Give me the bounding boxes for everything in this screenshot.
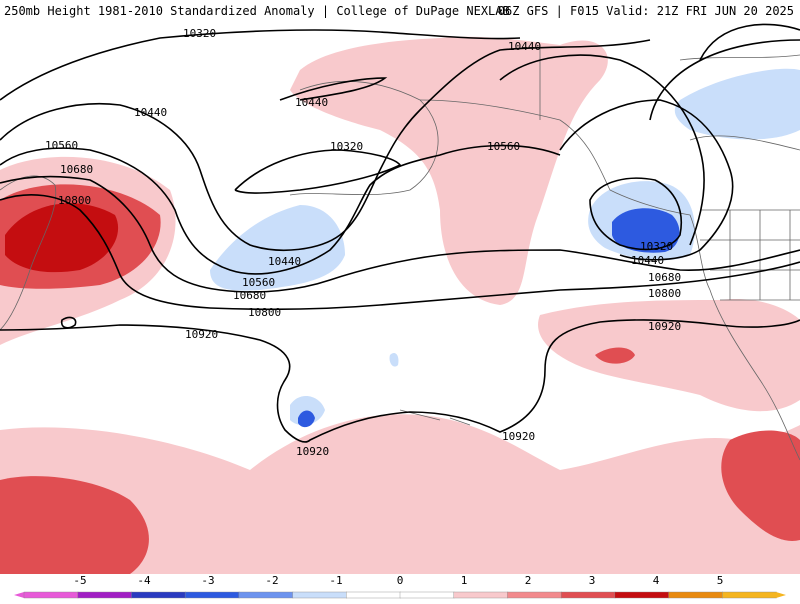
colorbar-arrow-left bbox=[14, 592, 24, 598]
colorbar-segment bbox=[453, 591, 509, 599]
contour-label: 10920 bbox=[648, 320, 681, 333]
map-header: 250mb Height 1981-2010 Standardized Anom… bbox=[0, 0, 800, 22]
colorbar-segment bbox=[346, 591, 401, 599]
contour-label: 10920 bbox=[296, 445, 329, 458]
colorbar-tick-label: 4 bbox=[652, 574, 660, 587]
run-info: 06Z GFS | F015 Valid: 21Z FRI JUN 20 202… bbox=[497, 4, 794, 18]
contour-label: 10680 bbox=[648, 271, 681, 284]
contour-label: 10560 bbox=[242, 276, 275, 289]
colorbar-segment bbox=[399, 591, 455, 599]
colorbar-segment bbox=[184, 591, 240, 599]
colorbar-tick-label: 2 bbox=[524, 574, 532, 587]
colorbar-tick-label: 5 bbox=[716, 574, 724, 587]
colorbar-segments bbox=[14, 591, 786, 599]
colorbar-segment bbox=[722, 591, 777, 599]
contour-label: 10320 bbox=[640, 240, 673, 253]
map-title: 250mb Height 1981-2010 Standardized Anom… bbox=[4, 4, 510, 18]
colorbar-graphic bbox=[14, 591, 786, 599]
contour-label: 10320 bbox=[330, 140, 363, 153]
colorbar-tick-label: -2 bbox=[265, 574, 279, 587]
contour-label: 10560 bbox=[45, 139, 78, 152]
negative-anomaly-shading bbox=[210, 68, 800, 428]
colorbar-tick-label: -4 bbox=[137, 574, 151, 587]
colorbar-tick-label: 3 bbox=[588, 574, 596, 587]
contour-label: 10680 bbox=[233, 289, 266, 302]
colorbar-segment bbox=[238, 591, 294, 599]
anomaly-map: 10320 10440 10440 10440 10560 10680 1080… bbox=[0, 22, 800, 574]
contour-label: 10440 bbox=[268, 255, 301, 268]
colorbar-segment bbox=[77, 591, 133, 599]
colorbar-arrow-right bbox=[776, 592, 786, 598]
colorbar-tick-label: 1 bbox=[460, 574, 468, 587]
contour-label: 10920 bbox=[502, 430, 535, 443]
colorbar-segment bbox=[23, 591, 79, 599]
colorbar-segment bbox=[668, 591, 723, 599]
height-contours bbox=[0, 23, 800, 443]
colorbar-tick-label: 0 bbox=[396, 574, 404, 587]
coastlines bbox=[0, 45, 800, 461]
contour-label: 10680 bbox=[60, 163, 93, 176]
colorbar-segment bbox=[560, 591, 616, 599]
colorbar-segment bbox=[614, 591, 670, 599]
colorbar-tick-label: -1 bbox=[329, 574, 343, 587]
colorbar-tick-label: -5 bbox=[73, 574, 87, 587]
contour-label: 10440 bbox=[631, 254, 664, 267]
contour-labels: 10320 10440 10440 10440 10560 10680 1080… bbox=[45, 27, 681, 458]
colorbar-segment bbox=[131, 591, 186, 599]
contour-label: 10800 bbox=[648, 287, 681, 300]
contour-label: 10920 bbox=[185, 328, 218, 341]
contour-label: 10440 bbox=[134, 106, 167, 119]
colorbar-segment bbox=[507, 591, 562, 599]
contour-label: 10800 bbox=[248, 306, 281, 319]
colorbar: -5 -4 -3 -2 -1 0 1 2 3 4 5 bbox=[0, 574, 800, 600]
colorbar-segment bbox=[292, 591, 347, 599]
colorbar-tick-label: -3 bbox=[201, 574, 215, 587]
contour-label: 10440 bbox=[295, 96, 328, 109]
contour-label: 10560 bbox=[487, 140, 520, 153]
contour-label: 10440 bbox=[508, 40, 541, 53]
contour-label: 10800 bbox=[58, 194, 91, 207]
contour-label: 10320 bbox=[183, 27, 216, 40]
